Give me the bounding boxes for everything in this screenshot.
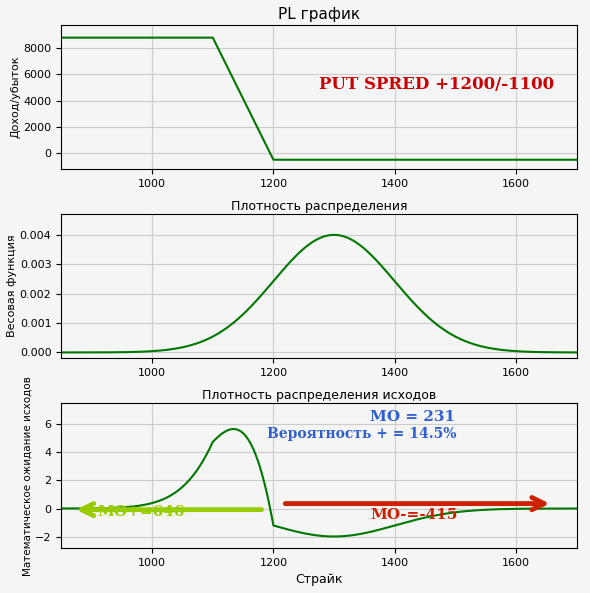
Title: PL график: PL график [278,7,360,22]
Y-axis label: Весовая функция: Весовая функция [7,235,17,337]
Text: Вероятность + = 14.5%: Вероятность + = 14.5% [267,427,457,441]
Text: МО-=-415: МО-=-415 [371,508,458,522]
Title: Плотность распределения: Плотность распределения [231,200,407,213]
Title: Плотность распределения исходов: Плотность распределения исходов [202,389,436,402]
Y-axis label: Математическое ожидание исходов: Математическое ожидание исходов [22,375,32,575]
X-axis label: Страйк: Страйк [295,573,343,586]
Y-axis label: Доход/убыток: Доход/убыток [11,56,21,138]
Text: МО+=646: МО+=646 [97,505,185,519]
Text: МО = 231: МО = 231 [371,410,455,423]
Text: PUT SPRED +1200/-1100: PUT SPRED +1200/-1100 [319,76,554,94]
